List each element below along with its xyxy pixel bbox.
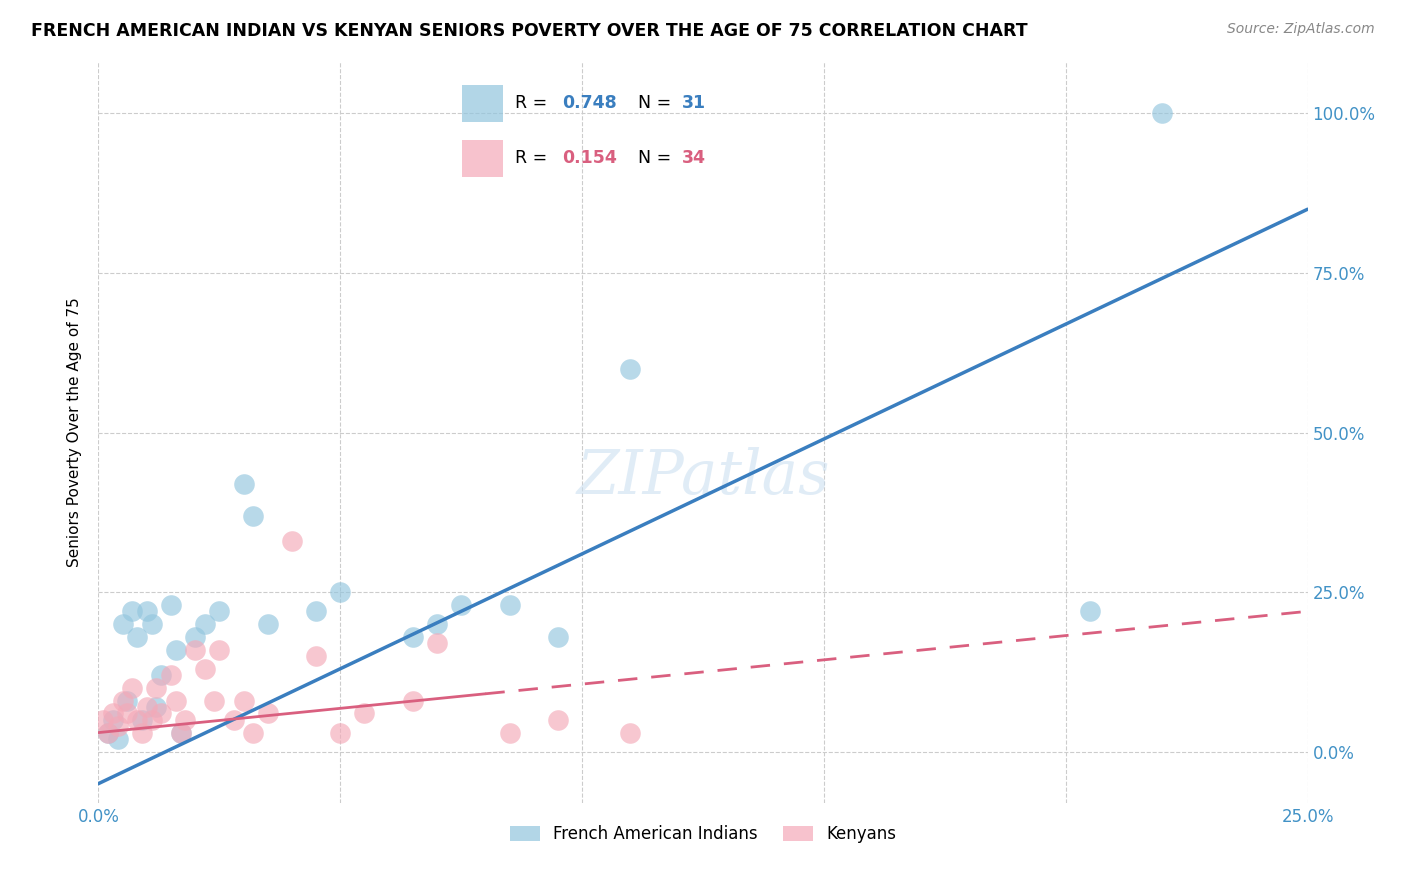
Point bbox=[402, 630, 425, 644]
Point bbox=[232, 694, 254, 708]
Point bbox=[135, 604, 157, 618]
Point bbox=[329, 585, 352, 599]
Point bbox=[174, 713, 197, 727]
Point bbox=[150, 706, 173, 721]
Point bbox=[150, 668, 173, 682]
Point bbox=[111, 617, 134, 632]
Point bbox=[194, 662, 217, 676]
Point bbox=[208, 604, 231, 618]
Point bbox=[131, 725, 153, 739]
Point bbox=[117, 706, 139, 721]
Point bbox=[117, 694, 139, 708]
Point bbox=[305, 604, 328, 618]
Point bbox=[121, 681, 143, 695]
Point bbox=[305, 648, 328, 663]
Point bbox=[619, 361, 641, 376]
Point bbox=[101, 706, 124, 721]
Point bbox=[145, 700, 167, 714]
Point bbox=[450, 598, 472, 612]
Point bbox=[256, 706, 278, 721]
Point bbox=[426, 617, 449, 632]
Point bbox=[242, 725, 264, 739]
Point bbox=[1152, 106, 1174, 120]
Text: FRENCH AMERICAN INDIAN VS KENYAN SENIORS POVERTY OVER THE AGE OF 75 CORRELATION : FRENCH AMERICAN INDIAN VS KENYAN SENIORS… bbox=[31, 22, 1028, 40]
Point bbox=[281, 534, 304, 549]
Point bbox=[426, 636, 449, 650]
Point bbox=[402, 694, 425, 708]
Point bbox=[169, 725, 191, 739]
Point bbox=[145, 681, 167, 695]
Y-axis label: Seniors Poverty Over the Age of 75: Seniors Poverty Over the Age of 75 bbox=[67, 298, 83, 567]
Point bbox=[97, 725, 120, 739]
Point bbox=[547, 630, 569, 644]
Point bbox=[256, 617, 278, 632]
Text: Source: ZipAtlas.com: Source: ZipAtlas.com bbox=[1227, 22, 1375, 37]
Point bbox=[111, 694, 134, 708]
Point bbox=[127, 630, 149, 644]
Point bbox=[141, 713, 163, 727]
Point bbox=[160, 668, 183, 682]
Point bbox=[135, 700, 157, 714]
Point bbox=[107, 719, 129, 733]
Point bbox=[165, 694, 187, 708]
Point bbox=[160, 598, 183, 612]
Point bbox=[232, 476, 254, 491]
Point bbox=[498, 725, 520, 739]
Point bbox=[107, 731, 129, 746]
Point bbox=[498, 598, 520, 612]
Legend: French American Indians, Kenyans: French American Indians, Kenyans bbox=[503, 819, 903, 850]
Point bbox=[97, 725, 120, 739]
Point bbox=[101, 713, 124, 727]
Point bbox=[184, 642, 207, 657]
Point bbox=[242, 508, 264, 523]
Point bbox=[547, 713, 569, 727]
Point bbox=[131, 713, 153, 727]
Point bbox=[619, 725, 641, 739]
Point bbox=[127, 713, 149, 727]
Text: ZIPatlas: ZIPatlas bbox=[576, 447, 830, 507]
Point bbox=[353, 706, 375, 721]
Point bbox=[222, 713, 245, 727]
Point bbox=[208, 642, 231, 657]
Point bbox=[204, 694, 226, 708]
Point bbox=[91, 713, 114, 727]
Point bbox=[194, 617, 217, 632]
Point bbox=[184, 630, 207, 644]
Point bbox=[141, 617, 163, 632]
Point bbox=[329, 725, 352, 739]
Point bbox=[121, 604, 143, 618]
Point bbox=[165, 642, 187, 657]
Point bbox=[1078, 604, 1101, 618]
Point bbox=[169, 725, 191, 739]
